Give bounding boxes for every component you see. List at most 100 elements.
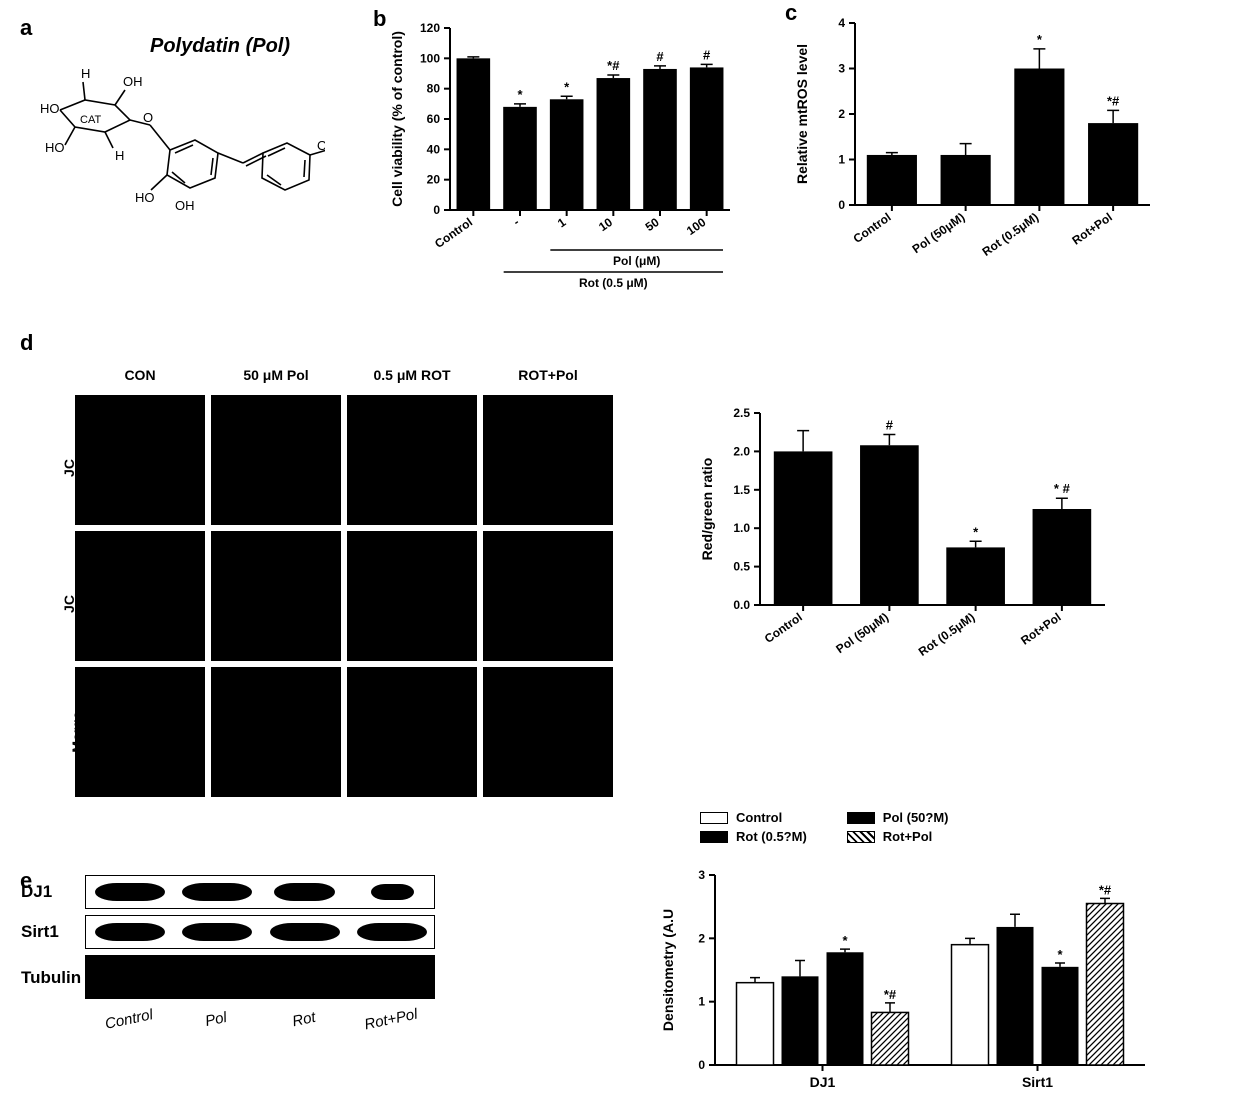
svg-text:1: 1 [555, 215, 569, 230]
svg-text:1: 1 [698, 995, 705, 1009]
bar [597, 78, 631, 210]
bar [1088, 123, 1138, 205]
panel-c-letter: c [785, 0, 797, 26]
svg-text:4: 4 [838, 16, 845, 30]
blot-row-dj1: DJ1 [85, 875, 435, 909]
svg-text:2: 2 [838, 107, 845, 121]
panel-c: c 01234Relative mtROS levelControlPol (5… [790, 5, 1160, 315]
svg-text:HO: HO [45, 140, 65, 155]
svg-text:2.5: 2.5 [733, 406, 750, 420]
svg-text:3: 3 [698, 868, 705, 882]
svg-text:* #: * # [1054, 481, 1071, 496]
panel-e-legend: ControlPol (50?M)Rot (0.5?M)Rot+Pol [700, 810, 949, 844]
svg-text:1.0: 1.0 [733, 521, 750, 535]
microscopy-cell [347, 667, 477, 797]
svg-text:*: * [1037, 32, 1043, 47]
legend-label: Rot+Pol [883, 829, 932, 844]
svg-text:80: 80 [427, 82, 441, 96]
svg-text:Relative mtROS level: Relative mtROS level [794, 44, 810, 184]
bar [1014, 69, 1064, 206]
microscopy-cell [211, 531, 341, 661]
svg-text:Control: Control [851, 210, 894, 246]
svg-text:CAT: CAT [80, 114, 101, 126]
bar [1033, 509, 1092, 605]
svg-text:*#: *# [607, 58, 620, 73]
legend-label: Control [736, 810, 782, 825]
svg-text:*: * [973, 524, 979, 539]
panel-e-blots: DJ1 Sirt1 Tubulin ControlPolRotRot+Pol [85, 875, 435, 1045]
svg-text:Sirt1: Sirt1 [1022, 1074, 1053, 1090]
blot-row-tubulin: Tubulin [85, 955, 435, 999]
svg-text:O: O [143, 110, 153, 125]
svg-text:*#: *# [884, 987, 897, 1002]
svg-text:100: 100 [684, 215, 709, 238]
svg-text:Pol (50μM): Pol (50μM) [833, 610, 891, 656]
panel-a: a Polydatin (Pol) [20, 15, 330, 265]
svg-text:0.0: 0.0 [733, 598, 750, 612]
bar [997, 927, 1034, 1065]
grid-row-header: Merge [69, 672, 85, 792]
svg-text:0: 0 [698, 1058, 705, 1072]
microscopy-cell [75, 667, 205, 797]
panel-b-letter: b [373, 6, 386, 32]
panel-a-letter: a [20, 15, 32, 41]
svg-text:Pol (50μM): Pol (50μM) [910, 210, 968, 256]
grid-col-header: CON [75, 367, 205, 383]
bar [643, 69, 677, 210]
svg-text:#: # [886, 418, 894, 433]
grid-col-header: ROT+Pol [483, 367, 613, 383]
svg-text:0: 0 [433, 203, 440, 217]
bar [941, 155, 991, 205]
grid-col-header: 50 μM Pol [211, 367, 341, 383]
lane-label: Pol [204, 1009, 229, 1030]
grid-row-header: JCaggregates [61, 544, 93, 664]
svg-text:HO: HO [40, 101, 60, 116]
svg-text:120: 120 [420, 21, 440, 35]
svg-text:100: 100 [420, 51, 440, 65]
svg-text:60: 60 [427, 112, 441, 126]
svg-text:*#: *# [1099, 882, 1112, 897]
microscopy-cell [75, 531, 205, 661]
legend-swatch [847, 831, 875, 843]
svg-text:0: 0 [838, 198, 845, 212]
bar [946, 547, 1005, 605]
svg-text:DJ1: DJ1 [810, 1074, 836, 1090]
legend-swatch [700, 831, 728, 843]
svg-text:Cell viability (% of control): Cell viability (% of control) [389, 31, 405, 207]
svg-text:OH: OH [317, 138, 325, 153]
chemical-structure: H HO HO OH H O CAT HO OH OH [25, 50, 325, 280]
bar [1087, 904, 1124, 1066]
svg-text:1.5: 1.5 [733, 483, 750, 497]
svg-text:*: * [517, 87, 523, 102]
svg-text:*: * [842, 933, 848, 948]
svg-text:*#: *# [1107, 93, 1120, 108]
microscopy-cell [347, 395, 477, 525]
svg-text:*: * [1057, 947, 1063, 962]
microscopy-cell [483, 667, 613, 797]
svg-text:Red/green ratio: Red/green ratio [699, 458, 715, 561]
svg-text:1: 1 [838, 153, 845, 167]
bar [1042, 967, 1079, 1065]
panel-d-letter: d [20, 330, 33, 356]
panel-b: b 020406080100120Cell viability (% of co… [385, 10, 740, 310]
svg-text:Rot+Pol: Rot+Pol [1069, 210, 1114, 248]
legend-swatch [847, 812, 875, 824]
bar [503, 107, 537, 210]
svg-text:Densitometry (A.U: Densitometry (A.U [660, 909, 676, 1031]
bar [782, 976, 819, 1065]
lane-label: Rot [291, 1009, 317, 1030]
bar [737, 983, 774, 1065]
bar [774, 451, 833, 605]
legend-label: Rot (0.5?M) [736, 829, 807, 844]
bar [867, 155, 917, 205]
svg-text:2.0: 2.0 [733, 444, 750, 458]
svg-text:H: H [81, 66, 90, 81]
svg-text:Rot (0.5μM): Rot (0.5μM) [916, 610, 978, 659]
panel-d-chart: 0.00.51.01.52.02.5Red/green ratioControl… [695, 395, 1115, 715]
bar [457, 58, 491, 210]
panel-e-chart: 0123Densitometry (A.U**#DJ1**#Sirt1 [655, 855, 1155, 1105]
blot-row-sirt1: Sirt1 [85, 915, 435, 949]
microscopy-cell [211, 395, 341, 525]
grid-row-header: JCmonomers [61, 408, 93, 528]
svg-text:#: # [656, 49, 664, 64]
